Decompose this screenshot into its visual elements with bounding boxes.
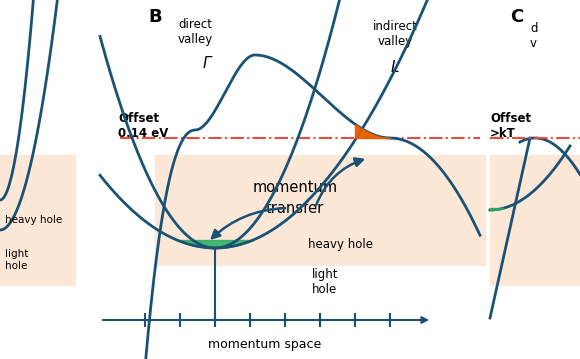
Text: light
hole: light hole [312,268,339,296]
Bar [155,155,485,265]
Text: L: L [391,60,399,75]
Text: Offset
0.14 eV: Offset 0.14 eV [118,112,168,140]
Bar [0,155,75,285]
Text: indirect
valley: indirect valley [372,20,418,48]
Text: Γ: Γ [203,56,211,71]
Text: B: B [148,8,162,26]
Text: light
hole: light hole [5,249,28,271]
Bar [490,155,580,285]
Text: d
v: d v [530,22,538,50]
Text: direct
valley: direct valley [177,18,213,46]
Text: momentum
transfer: momentum transfer [252,180,338,216]
Text: heavy hole: heavy hole [5,215,62,225]
Text: momentum space: momentum space [208,338,322,351]
Text: C: C [510,8,523,26]
Text: heavy hole: heavy hole [308,238,373,251]
Text: Offset
>kT: Offset >kT [490,112,531,140]
